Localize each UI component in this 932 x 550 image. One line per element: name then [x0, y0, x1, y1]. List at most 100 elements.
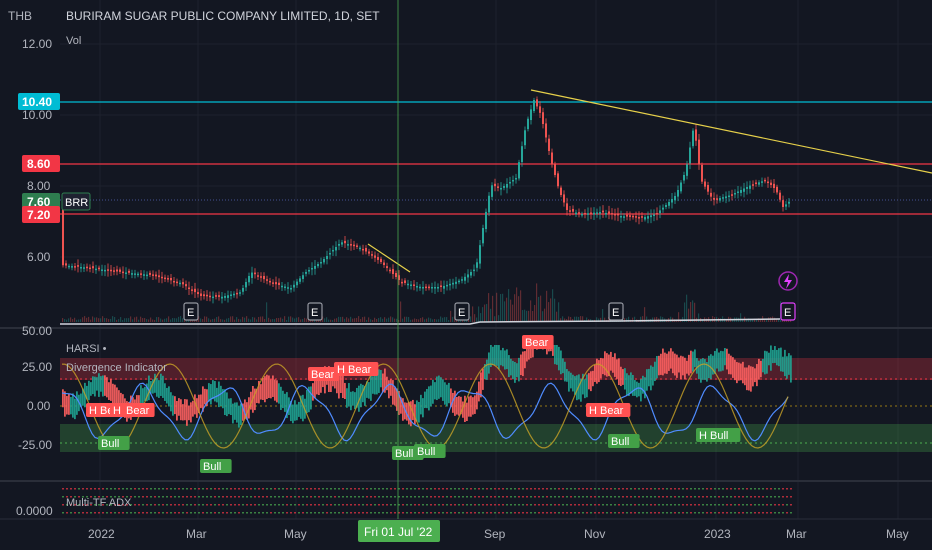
adx-dot — [746, 504, 748, 506]
harsi-candle — [736, 362, 738, 384]
volume-bar — [440, 316, 442, 322]
adx-dot — [670, 512, 672, 514]
divergence-label[interactable]: Divergence Indicator — [66, 362, 167, 374]
harsi-candle — [512, 360, 514, 380]
harsi-candle — [338, 375, 340, 399]
harsi-candle — [306, 389, 308, 413]
divergence-label-box — [308, 367, 340, 381]
trendline-main[interactable] — [530, 89, 932, 174]
adx-dot — [542, 496, 544, 498]
adx-dot — [762, 504, 764, 506]
symbol-title[interactable]: BURIRAM SUGAR PUBLIC COMPANY LIMITED, 1D… — [66, 9, 380, 23]
adx-dot — [574, 488, 576, 490]
dividend-lightning-icon[interactable] — [778, 271, 798, 291]
candle-body — [392, 269, 394, 274]
adx-dot — [710, 496, 712, 498]
harsi-candle — [594, 364, 596, 382]
harsi-candle — [632, 374, 634, 396]
adx-dot — [506, 496, 508, 498]
adx-dot — [386, 496, 388, 498]
adx-dot — [458, 488, 460, 490]
horizontal-levels[interactable] — [60, 101, 932, 215]
harsi-candle — [640, 379, 642, 402]
volume-bar — [532, 310, 534, 322]
candle-body — [527, 118, 529, 130]
adx-dot — [646, 496, 648, 498]
volume-bar — [502, 293, 504, 322]
harsi-candle — [748, 365, 750, 391]
harsi-candle — [114, 384, 116, 410]
volume-bar — [634, 316, 636, 322]
candle-body — [101, 269, 103, 271]
adx-dot — [686, 504, 688, 506]
candle-body — [374, 255, 376, 258]
adx-dot — [98, 512, 100, 514]
adx-label[interactable]: Multi-TF ADX — [66, 497, 132, 509]
candle-body — [395, 273, 397, 277]
adx-dot — [342, 496, 344, 498]
adx-dot — [222, 504, 224, 506]
adx-dot — [638, 496, 640, 498]
candle-body — [443, 285, 445, 289]
volume-bar — [654, 317, 656, 322]
adx-dot — [778, 496, 780, 498]
divergence-label-text: H Bull — [699, 430, 728, 442]
harsi-candle — [106, 377, 108, 398]
harsi-candle — [392, 380, 394, 405]
adx-dot — [326, 488, 328, 490]
osc-tick-50: 50.00 — [22, 324, 52, 338]
adx-dot — [74, 488, 76, 490]
volume-bar — [202, 319, 204, 322]
harsi-candle — [230, 398, 232, 416]
trendline-minor[interactable] — [367, 243, 411, 273]
harsi-candle — [770, 345, 772, 371]
adx-dot — [374, 504, 376, 506]
harsi-candle — [414, 404, 416, 425]
volume-bar — [140, 316, 142, 322]
adx-dot — [306, 488, 308, 490]
harsi-candle — [416, 400, 418, 422]
candle-body — [467, 274, 469, 278]
oversold-zone — [60, 424, 932, 452]
harsi-label[interactable]: HARSI • — [66, 343, 107, 355]
adx-dot — [638, 504, 640, 506]
volume-label[interactable]: Vol — [66, 35, 81, 47]
volume-bar — [406, 316, 408, 322]
adx-dot — [422, 504, 424, 506]
candle-body — [191, 289, 193, 291]
volume-bar — [308, 319, 310, 322]
candle-body — [608, 211, 610, 214]
time-axis[interactable]: 2022 Mar May Sep Nov 2023 Mar May — [88, 527, 909, 541]
adx-dot — [482, 504, 484, 506]
divergence-label-bear: H Bear — [334, 362, 379, 376]
divergence-label-text: H Bear — [589, 405, 624, 417]
adx-dot — [186, 488, 188, 490]
ticker-badge[interactable]: BRR — [61, 192, 91, 211]
candle-body — [362, 248, 364, 251]
harsi-candle — [100, 376, 102, 392]
candle-body — [221, 296, 223, 299]
adx-dot — [226, 496, 228, 498]
adx-dot — [438, 512, 440, 514]
harsi-candle — [698, 360, 700, 379]
candle-body — [713, 197, 715, 200]
adx-dot — [470, 488, 472, 490]
adx-dot — [398, 504, 400, 506]
adx-dot — [334, 512, 336, 514]
divergence-label-box — [696, 428, 741, 442]
candle-body — [452, 282, 454, 285]
adx-dot — [374, 496, 376, 498]
adx-dot — [502, 496, 504, 498]
volume-bar — [250, 319, 252, 322]
divergence-label-bear: Bear — [123, 403, 155, 417]
adx-dot — [238, 488, 240, 490]
adx-dot — [598, 504, 600, 506]
divergence-label-text: Bull — [395, 448, 413, 460]
harsi-candle — [554, 345, 556, 365]
harsi-candle — [366, 381, 368, 398]
volume-bar — [122, 319, 124, 322]
adx-dot — [766, 512, 768, 514]
adx-dot — [546, 512, 548, 514]
